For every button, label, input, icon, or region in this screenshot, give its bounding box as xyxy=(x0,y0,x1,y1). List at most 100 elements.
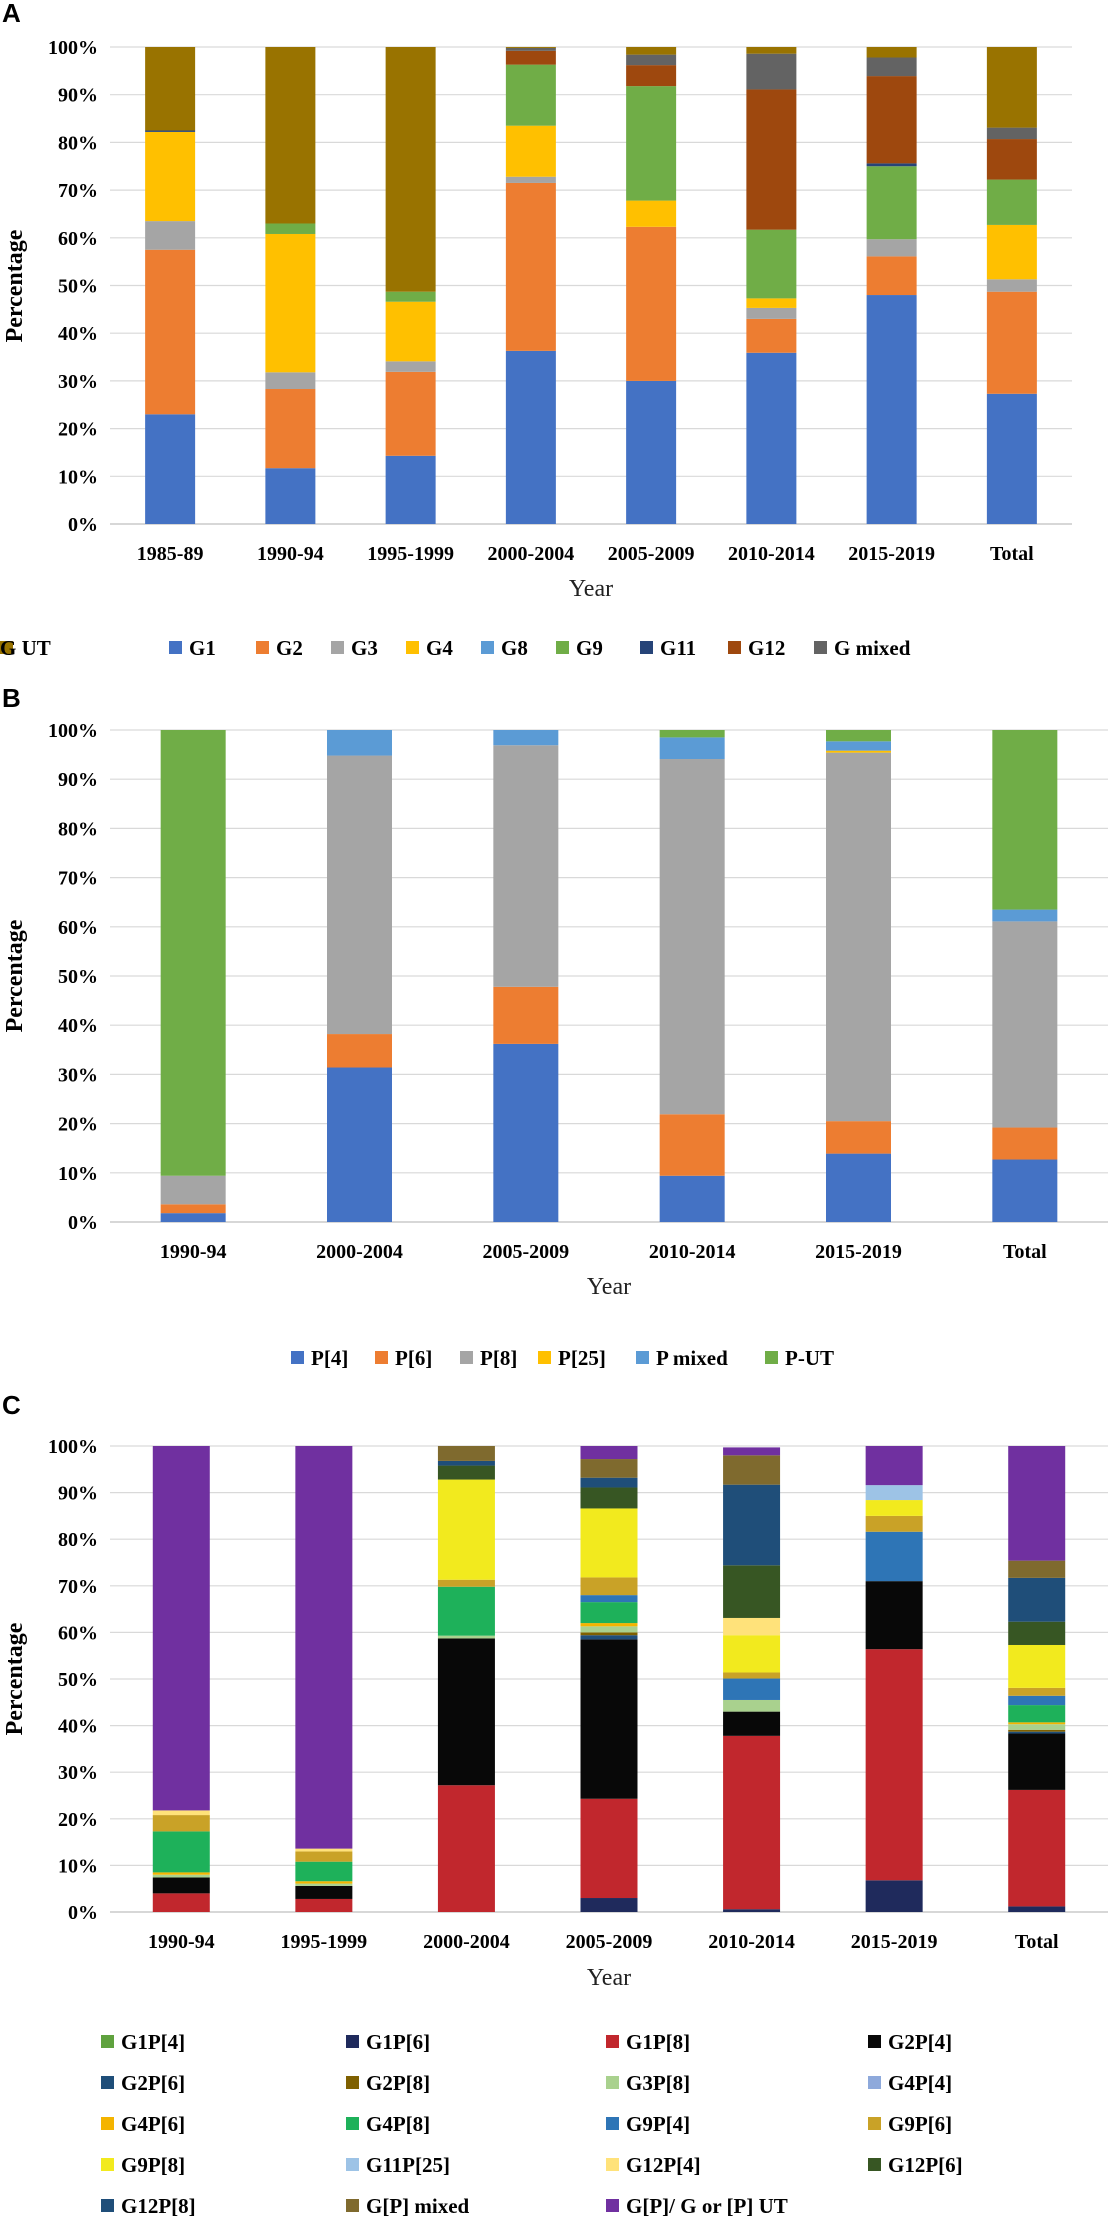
chart-a-legend: G1 G2 G3 G4 G8 G9 G11 G12 G mixed G UT xyxy=(0,636,911,660)
chart-b-bar-2015-2019-p-8 xyxy=(826,752,891,1122)
chart-a-legend-swatch-g-mixed xyxy=(814,641,827,654)
chart-b-legend-swatch-p-8 xyxy=(460,1351,473,1364)
chart-c-x-tick-label: 2015-2019 xyxy=(851,1931,938,1953)
chart-c-bar-total-g9p-4 xyxy=(1008,1695,1066,1706)
chart-c-bar-1995-1999-g4p-6 xyxy=(295,1881,353,1884)
chart-c-y-tick-label: 0% xyxy=(68,1902,98,1924)
chart-a-bar-2000-2004-g3 xyxy=(505,176,556,183)
chart-a-legend-label-g11: G11 xyxy=(660,636,696,660)
chart-b-bar-2015-2019-p-ut xyxy=(826,730,891,742)
chart-c-bar-1990-94-g-p-g-or-p-ut xyxy=(152,1446,210,1811)
chart-a-x-tick-label: 2015-2019 xyxy=(848,543,935,565)
chart-c-bar-2005-2009-g-p-mixed xyxy=(580,1459,638,1478)
chart-c-legend-label-g11p-25: G11P[25] xyxy=(366,2153,450,2177)
chart-c-bar-2005-2009-g12p-8 xyxy=(580,1477,638,1488)
chart-c-bar-2005-2009-g2p-6 xyxy=(580,1635,638,1640)
chart-a-legend-swatch-g12 xyxy=(728,641,741,654)
chart-a-bar-2005-2009-g-mixed xyxy=(626,54,677,66)
chart-c-bar-2005-2009-g9p-6 xyxy=(580,1577,638,1596)
chart-a-bar-1990-94-g2 xyxy=(265,389,316,469)
chart-c-bar-1990-94-g12p-4 xyxy=(152,1810,210,1816)
chart-a-bar-1990-94-g4 xyxy=(265,233,316,373)
chart-a-legend-swatch-g4 xyxy=(406,641,419,654)
chart-a-bar-2010-2014-g1 xyxy=(746,352,797,524)
chart-b-x-tick-label: 2010-2014 xyxy=(649,1241,736,1263)
chart-b-y-tick-label: 60% xyxy=(58,917,98,939)
chart-b-y-tick-label: 10% xyxy=(58,1163,98,1185)
chart-a-x-tick-label: 1995-1999 xyxy=(367,543,454,565)
chart-c-legend-label-g4p-4: G4P[4] xyxy=(888,2071,952,2095)
chart-b-y-tick-label: 90% xyxy=(58,769,98,791)
chart-c-legend-label-g1p-4: G1P[4] xyxy=(121,2030,185,2054)
chart-a-y-tick-label: 40% xyxy=(58,323,98,345)
chart-b-bar-1990-94-p-4 xyxy=(160,1213,226,1222)
chart-a-bar-1985-89-g3 xyxy=(145,221,196,250)
chart-c-bar-2000-2004-g3p-8 xyxy=(437,1635,495,1639)
chart-c-bar-total-g4p-8 xyxy=(1008,1705,1066,1723)
chart-b: 0% 10% 20% 30% 40% 50% 60% 70% 80% 90% 100% Percent… xyxy=(2,720,1108,1370)
chart-c-bar-2005-2009-g9p-4 xyxy=(580,1595,638,1603)
chart-b-x-tick-label: Total xyxy=(1003,1241,1047,1263)
chart-b-bar-2000-2004-p-4 xyxy=(327,1067,392,1222)
chart-a-legend-swatch-g1 xyxy=(169,641,182,654)
chart-b-y-axis-title: Percentage xyxy=(2,919,28,1032)
chart-c-x-tick-label: 2005-2009 xyxy=(566,1931,653,1953)
chart-b-legend-swatch-p-mixed xyxy=(636,1351,649,1364)
chart-b-x-tick-label: 1990-94 xyxy=(160,1241,227,1263)
chart-c-bar-2000-2004-g2p-4 xyxy=(437,1638,495,1786)
chart-a-bar-2005-2009-g9 xyxy=(626,86,677,201)
chart-c-bar-2005-2009-g9p-8 xyxy=(580,1508,638,1578)
chart-c-bar-total-g9p-6 xyxy=(1008,1687,1066,1696)
chart-a-bar-2010-2014-g9 xyxy=(746,229,797,299)
chart-a-bar-2000-2004-g-ut xyxy=(505,47,556,48)
chart-c-bar-2000-2004-g4p-8 xyxy=(437,1586,495,1636)
chart-b-y-tick-label: 20% xyxy=(58,1114,98,1136)
chart-b-legend: P[4] P[6] P[8] P[25] P mixed P-UT xyxy=(291,1346,834,1370)
chart-b-y-tick-label: 40% xyxy=(58,1015,98,1037)
chart-c-bar-2000-2004-g1p-8 xyxy=(437,1785,495,1912)
chart-c-y-tick-label: 90% xyxy=(58,1483,98,1505)
chart-b-bar-2015-2019-p-25 xyxy=(826,750,891,753)
chart-c-legend-label-g3p-8: G3P[8] xyxy=(626,2071,690,2095)
chart-c-bar-total-g12p-6 xyxy=(1008,1621,1066,1645)
chart-c-y-tick-label: 80% xyxy=(58,1529,98,1551)
chart-c-bar-total-g12p-8 xyxy=(1008,1577,1066,1622)
chart-c-bar-total-g2p-8 xyxy=(1008,1729,1066,1732)
chart-c-legend-swatch-g-p-g-or-p-ut xyxy=(606,2199,619,2212)
chart-a-bar-2010-2014-g4 xyxy=(746,298,797,308)
chart-c-bar-1990-94-g3p-8 xyxy=(152,1874,210,1878)
chart-a-bar-2010-2014-g-mixed xyxy=(746,53,797,90)
chart-c-bar-1995-1999-g4p-8 xyxy=(295,1861,353,1882)
chart-c-bar-1990-94-g4p-8 xyxy=(152,1831,210,1873)
chart-c-bar-2010-2014-g12p-6 xyxy=(723,1565,781,1618)
chart-a-y-tick-label: 10% xyxy=(58,466,98,488)
chart-b-legend-swatch-p-ut xyxy=(765,1351,778,1364)
chart-c-x-tick-label: Total xyxy=(1015,1931,1059,1953)
chart-a-bar-1995-1999-g4 xyxy=(385,301,436,362)
chart-b-bar-2000-2004-p-6 xyxy=(327,1034,392,1068)
chart-a-bar-2015-2019-g1 xyxy=(866,295,917,524)
chart-c-y-tick-label: 70% xyxy=(58,1576,98,1598)
chart-a-bar-2000-2004-g1 xyxy=(505,350,556,524)
chart-b-bar-1990-94-p-ut xyxy=(160,730,226,1176)
chart-a-bar-total-g4 xyxy=(986,224,1037,280)
chart-c-bar-2015-2019-g2p-4 xyxy=(865,1581,923,1650)
chart-a-bar-2005-2009-g1 xyxy=(626,380,677,524)
chart-c-bar-1995-1999-g12p-4 xyxy=(295,1848,353,1852)
chart-a-bar-total-g3 xyxy=(986,279,1037,292)
chart-a-bar-2015-2019-g-ut xyxy=(866,47,917,58)
chart-b-legend-label-p-ut: P-UT xyxy=(785,1346,834,1370)
chart-a-bar-2005-2009-g2 xyxy=(626,226,677,381)
chart-a-bar-2010-2014-g12 xyxy=(746,89,797,230)
chart-c-bar-1995-1999-g-p-g-or-p-ut xyxy=(295,1446,353,1849)
chart-b-bar-2015-2019-p-6 xyxy=(826,1121,891,1154)
chart-b-bar-2005-2009-p-8 xyxy=(493,745,559,987)
chart-a-bar-1990-94-g3 xyxy=(265,372,316,390)
chart-a-bar-1985-89-g11 xyxy=(145,130,196,132)
chart-b-bar-2015-2019-p-mixed xyxy=(826,741,891,751)
chart-c-bar-1990-94-g4p-6 xyxy=(152,1872,210,1875)
chart-b-bar-2000-2004-p-mixed xyxy=(327,730,392,756)
chart-c-y-tick-label: 100% xyxy=(48,1436,98,1458)
chart-a-x-tick-label: 2000-2004 xyxy=(488,543,575,565)
chart-c-y-tick-label: 30% xyxy=(58,1762,98,1784)
